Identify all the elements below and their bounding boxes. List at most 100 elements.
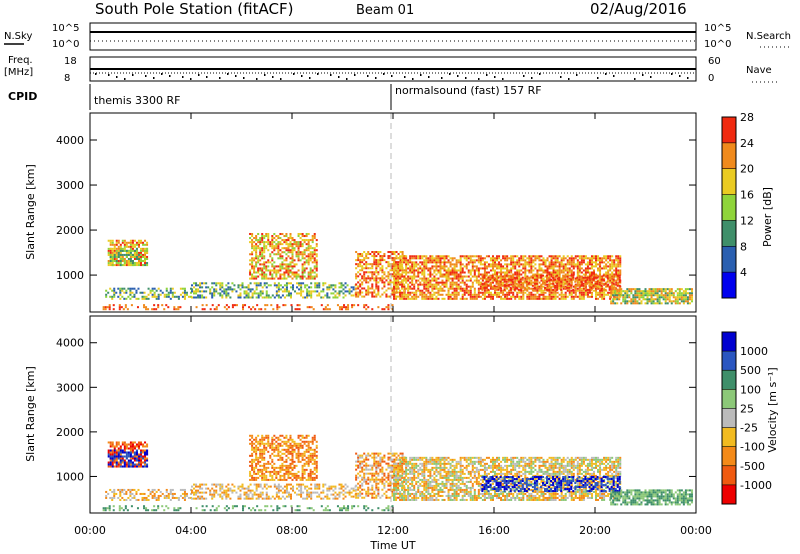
velocity-cell bbox=[121, 459, 124, 462]
power-cell bbox=[165, 295, 168, 298]
power-cell bbox=[203, 282, 206, 285]
power-cell bbox=[139, 259, 143, 263]
power-cell bbox=[118, 304, 121, 307]
power-cell bbox=[660, 302, 663, 305]
power-cell bbox=[489, 293, 492, 296]
power-cell bbox=[491, 265, 494, 268]
power-cell bbox=[624, 296, 627, 299]
velocity-cell bbox=[253, 460, 256, 463]
power-cell bbox=[595, 263, 598, 266]
velocity-cell bbox=[131, 461, 134, 464]
power-cell bbox=[451, 285, 454, 288]
power-cell bbox=[540, 289, 543, 292]
power-cell bbox=[441, 257, 444, 260]
power-cell bbox=[654, 288, 657, 291]
velocity-cell bbox=[227, 483, 230, 486]
velocity-cell bbox=[338, 495, 341, 498]
power-cell bbox=[622, 290, 625, 293]
power-cell bbox=[471, 259, 474, 262]
power-cell bbox=[566, 285, 569, 288]
power-cell bbox=[249, 271, 252, 274]
power-cell bbox=[489, 276, 492, 279]
power-cell bbox=[668, 294, 671, 297]
power-cell bbox=[477, 259, 480, 262]
nave-point bbox=[161, 73, 163, 75]
power-cell bbox=[473, 279, 476, 282]
power-cell bbox=[113, 251, 116, 254]
velocity-cell bbox=[135, 459, 138, 462]
power-cell bbox=[586, 281, 589, 284]
power-cell bbox=[131, 262, 134, 265]
nave-point bbox=[243, 77, 245, 79]
power-cell bbox=[371, 271, 374, 274]
power-cell bbox=[303, 275, 306, 278]
power-cell bbox=[373, 255, 376, 258]
power-cell bbox=[601, 297, 604, 300]
power-cell bbox=[578, 289, 581, 292]
power-cell bbox=[277, 277, 280, 280]
power-cell bbox=[297, 245, 300, 248]
power-cell bbox=[107, 251, 110, 254]
power-cell bbox=[576, 261, 579, 264]
power-cell bbox=[411, 287, 414, 290]
velocity-cell bbox=[277, 487, 280, 490]
power-cell bbox=[455, 297, 458, 300]
power-cell bbox=[121, 295, 124, 298]
power-cell bbox=[638, 292, 641, 295]
power-cell bbox=[562, 281, 565, 284]
power-cell bbox=[437, 281, 440, 284]
power-cell bbox=[554, 281, 557, 284]
power-cell bbox=[311, 257, 314, 260]
power-cell bbox=[365, 277, 368, 280]
power-cell bbox=[612, 290, 615, 293]
power-cell bbox=[213, 292, 216, 295]
power-cell bbox=[355, 263, 358, 266]
velocity-cell bbox=[119, 461, 122, 464]
power-cell bbox=[399, 275, 402, 278]
velocity-cell bbox=[211, 487, 214, 490]
velocity-cell bbox=[111, 451, 114, 454]
power-cell bbox=[654, 298, 657, 301]
power-cell bbox=[229, 288, 232, 291]
power-cell bbox=[512, 291, 515, 294]
velocity-cell bbox=[249, 442, 252, 445]
power-cell bbox=[223, 306, 226, 309]
power-cell bbox=[344, 282, 347, 285]
velocity-cell bbox=[197, 485, 200, 488]
power-cell bbox=[305, 267, 308, 270]
power-cell bbox=[127, 257, 130, 260]
velocity-cell bbox=[271, 466, 274, 469]
power-cell bbox=[283, 273, 286, 276]
power-cell bbox=[391, 287, 394, 290]
power-cell bbox=[305, 247, 308, 250]
y-tick-label: 3000 bbox=[56, 179, 84, 192]
power-cell bbox=[556, 259, 559, 262]
power-cell bbox=[618, 278, 621, 281]
power-cell bbox=[291, 237, 294, 240]
power-cell bbox=[526, 263, 529, 266]
velocity-cell bbox=[237, 497, 240, 500]
power-cell bbox=[221, 296, 224, 299]
power-cell bbox=[405, 263, 408, 266]
velocity-cell bbox=[215, 483, 218, 486]
power-cell bbox=[536, 271, 539, 274]
power-cell bbox=[437, 257, 440, 260]
power-cell bbox=[554, 286, 557, 289]
power-cell bbox=[289, 249, 292, 252]
power-cell bbox=[299, 243, 302, 246]
power-cell bbox=[510, 261, 513, 264]
power-cell bbox=[568, 271, 571, 274]
power-cell bbox=[609, 255, 612, 258]
velocity-cell bbox=[277, 495, 280, 498]
velocity-cell bbox=[145, 498, 148, 501]
power-cell bbox=[611, 271, 614, 274]
power-cell bbox=[526, 297, 529, 300]
power-cell bbox=[257, 241, 260, 244]
power-cell bbox=[399, 265, 402, 268]
power-cell bbox=[285, 288, 288, 291]
velocity-cell bbox=[111, 463, 114, 466]
power-cell bbox=[610, 276, 613, 279]
power-cell bbox=[195, 284, 198, 287]
power-cell bbox=[417, 271, 420, 274]
power-cell bbox=[538, 281, 541, 284]
